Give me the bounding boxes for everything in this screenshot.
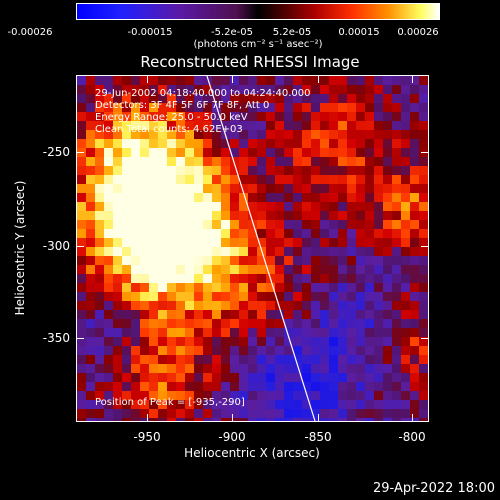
colorbar (76, 3, 440, 20)
y-tick-mark (421, 246, 429, 247)
limb-line (206, 76, 316, 421)
rhessi-image (77, 76, 428, 421)
colorbar-tick-label: 0.00015 (338, 27, 380, 38)
y-tick-label: -350 (42, 331, 70, 345)
x-tick-mark (412, 414, 413, 422)
colorbar-tick-label: 5.2e-05 (272, 27, 312, 38)
colorbar-tick-label: -0.00015 (127, 27, 173, 38)
x-tick-mark (318, 75, 319, 83)
y-axis-label: Heliocentric Y (arcsec) (13, 180, 27, 316)
colorbar-unit: (photons cm⁻² s⁻¹ asec⁻²) (193, 39, 323, 50)
x-tick-label: -850 (304, 430, 332, 444)
x-tick-mark (147, 414, 148, 422)
x-tick-mark (318, 414, 319, 422)
x-axis-label: Heliocentric X (arcsec) (184, 446, 320, 460)
x-tick-label: -900 (218, 430, 246, 444)
colorbar-tick-label: -0.00026 (7, 27, 53, 38)
x-tick-mark (412, 75, 413, 83)
y-tick-mark (76, 338, 84, 339)
x-tick-mark (147, 75, 148, 83)
y-tick-mark (76, 152, 84, 153)
x-tick-label: -950 (133, 430, 161, 444)
time-range-label: 29-Jun-2002 04:18:40.000 to 04:24:40.000 (95, 88, 311, 99)
y-tick-mark (421, 152, 429, 153)
x-tick-label: -800 (398, 430, 426, 444)
clean-counts-label: Clean Total counts: 4.62E+03 (95, 124, 243, 135)
y-tick-label: -250 (42, 145, 70, 159)
colorbar-tick-label: 0.00026 (397, 27, 439, 38)
y-tick-mark (76, 246, 84, 247)
x-tick-mark (232, 414, 233, 422)
colorbar-tick-label: -5.2e-05 (211, 27, 253, 38)
x-tick-mark (232, 75, 233, 83)
energy-range-label: Energy Range: 25.0 - 50.0 keV (95, 112, 248, 123)
timestamp: 29-Apr-2022 18:00 (373, 481, 495, 496)
peak-position-label: Position of Peak = [-935,-290] (95, 397, 245, 408)
y-tick-label: -300 (42, 239, 70, 253)
rhessi-image-plot: 29-Jun-2002 04:18:40.000 to 04:24:40.000… (76, 75, 429, 422)
detectors-label: Detectors: 3F 4F 5F 6F 7F 8F, Att 0 (95, 100, 270, 111)
y-tick-mark (421, 338, 429, 339)
plot-title: Reconstructed RHESSI Image (140, 53, 360, 71)
